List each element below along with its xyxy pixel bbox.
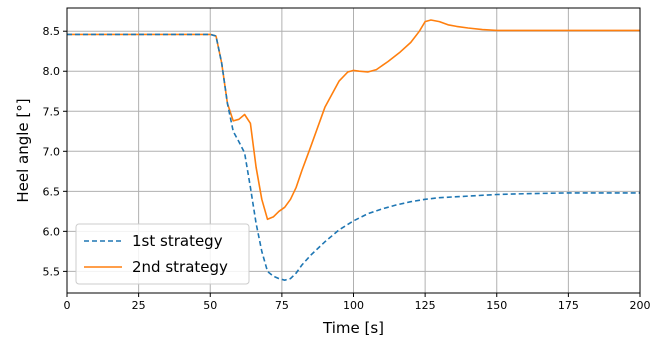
y-tick-label: 7.0 [43, 145, 61, 158]
x-tick-label: 150 [486, 299, 507, 312]
y-tick-label: 8.5 [43, 25, 61, 38]
series-lines [67, 19, 640, 281]
x-tick-label: 100 [343, 299, 364, 312]
axis-ticks: 0 25 50 75 100 125 150 175 200 5.5 6.0 6.5 7.0 7.5 8.0… [43, 25, 651, 312]
y-tick-label: 6.0 [43, 225, 61, 238]
series-line-2 [67, 19, 640, 221]
y-tick-label: 5.5 [43, 265, 61, 278]
x-tick-label: 175 [558, 299, 579, 312]
legend-box [75, 223, 250, 285]
x-axis-label: Time [s] [322, 319, 384, 337]
y-axis-label: Heel angle [°] [14, 98, 32, 202]
y-tick-label: 6.5 [43, 185, 61, 198]
legend: 1st strategy 2nd strategy [75, 223, 250, 285]
y-tick-label: 8.0 [43, 65, 61, 78]
x-tick-label: 75 [275, 299, 289, 312]
x-tick-label: 125 [415, 299, 436, 312]
legend-label: 1st strategy [132, 232, 223, 250]
x-tick-label: 0 [64, 299, 71, 312]
x-tick-label: 50 [203, 299, 217, 312]
y-tick-label: 7.5 [43, 105, 61, 118]
x-tick-label: 25 [132, 299, 146, 312]
x-tick-label: 200 [630, 299, 651, 312]
series-line-1 [67, 33, 640, 281]
legend-label: 2nd strategy [132, 258, 228, 276]
